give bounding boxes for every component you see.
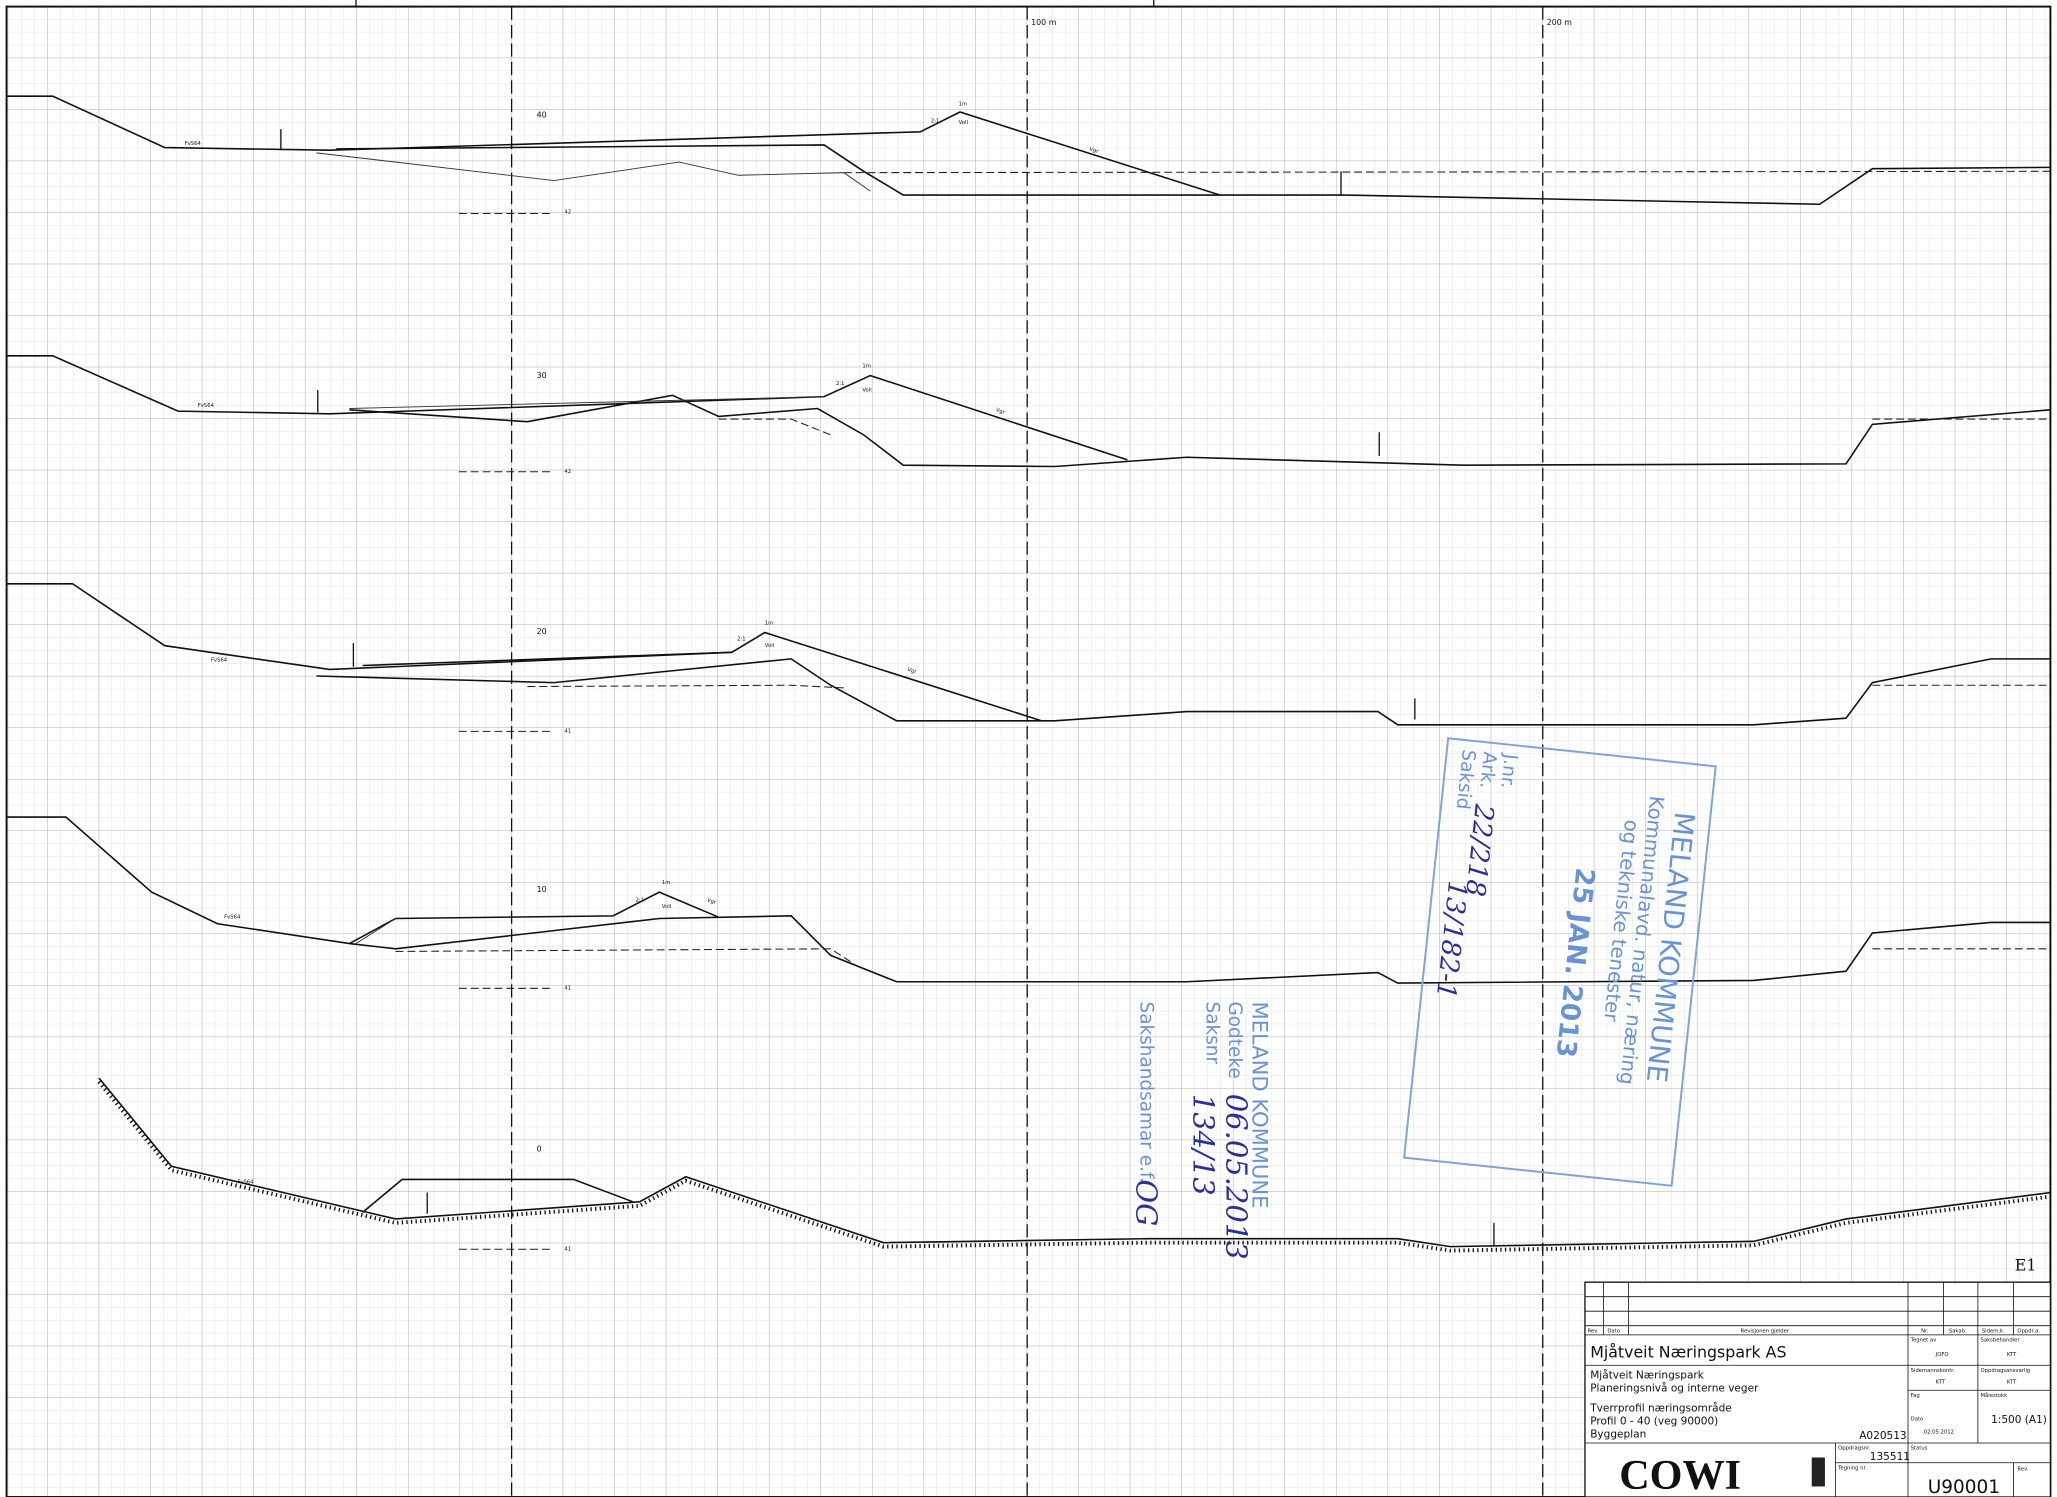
annotation: 2:1 — [836, 381, 844, 387]
tb-value: 02.05.2012 — [1924, 1430, 1954, 1436]
profile-label: 40 — [537, 110, 547, 119]
tb-value: JOFO — [1935, 1352, 1949, 1358]
profile: 10 41 1m 2:1 Voll Vgr FvS64 — [6, 816, 2051, 992]
tb-drawing: Tverrprofil næringsområde — [1589, 1401, 1732, 1414]
annotation: 2:1 — [737, 636, 745, 642]
level-label: 42 — [564, 469, 571, 475]
tb-header: Nr. — [1921, 1328, 1929, 1334]
annotation: 2:1 — [636, 897, 644, 903]
tb-header: Sidem.k. — [1982, 1328, 2005, 1334]
tb-value: 1:500 (A1) — [1991, 1414, 2047, 1426]
stamp-text: Saksnr — [1202, 1002, 1223, 1065]
chainage-label: 200 m — [1547, 18, 1573, 27]
handwriting: 06.05.2013 — [1219, 1094, 1253, 1260]
tb-label: Tegning nr. — [1837, 1465, 1867, 1471]
annotation: Voll — [765, 643, 774, 649]
tb-value: KTT — [2007, 1352, 2017, 1358]
annotation: Vgr — [1089, 146, 1100, 155]
tb-value: KTT — [2007, 1380, 2017, 1386]
tb-header: Dato — [1607, 1328, 1620, 1334]
frame — [5, 5, 2052, 1497]
annotation: 1m — [959, 101, 967, 107]
tb-label: Sidemannskontr. — [1911, 1368, 1955, 1374]
annotation: Voll — [662, 904, 671, 910]
tb-header: Sakab. — [1949, 1328, 1967, 1334]
tb-client: Mjåtveit Næringspark AS — [1590, 1342, 1786, 1361]
tb-header: Rev. — [1588, 1328, 1599, 1334]
chainage-label: 100 m — [1031, 18, 1057, 27]
tb-drawing-no: U90001 — [1928, 1477, 2000, 1497]
annotation: Voll — [959, 120, 968, 126]
profile-label: 10 — [537, 885, 547, 894]
level-label: 41 — [564, 986, 571, 992]
title-block: Rev. Dato Revisjonen gjelder Nr. Sakab. … — [1584, 1281, 2052, 1497]
profile-label: 0 — [537, 1145, 542, 1154]
sheet-id: E1 — [2015, 1255, 2037, 1274]
tb-value: KTT — [1936, 1380, 1946, 1386]
frame-ticks — [355, 0, 1155, 7]
tb-label: Tegnet av — [1910, 1338, 1937, 1344]
tb-label: Rev. — [2017, 1467, 2028, 1473]
handwriting: OG — [1130, 1179, 1164, 1226]
profile-label: 20 — [537, 627, 547, 636]
annotation: 1m — [662, 880, 670, 886]
handwriting: 134/13 — [1186, 1094, 1220, 1196]
stamp-text: J.nr. — [1496, 752, 1521, 790]
annotation: 2:1 — [931, 119, 939, 125]
stamp-text: Sakshandsamar e.f. — [1136, 1002, 1157, 1183]
profile: 20 41 1m 2:1 Voll Vgr FvS64 — [6, 582, 2051, 735]
tb-header: Revisjonen gjelder — [1741, 1328, 1790, 1334]
level-label: 41 — [564, 729, 571, 735]
tb-label: Målestokk — [1981, 1392, 2009, 1399]
annotation: Vgr — [706, 898, 717, 907]
profile: 0 41 FvS64 — [97, 1077, 2051, 1253]
tb-drawing: Byggeplan — [1590, 1429, 1646, 1441]
tb-label: Oppdragsnr. — [1838, 1446, 1871, 1452]
profile-label: 30 — [537, 371, 547, 380]
road-label: FvS64 — [224, 914, 241, 920]
logo-mark — [1811, 1457, 1825, 1487]
annotation: 1m — [765, 621, 773, 627]
annotation: Voll — [862, 387, 871, 393]
tb-label: Saksbehandler — [1981, 1338, 2021, 1344]
level-label: 42 — [564, 209, 571, 215]
grid-coarse — [6, 6, 2051, 1497]
tb-label: Fag — [1911, 1393, 1920, 1399]
annotation: Vgr — [995, 407, 1006, 416]
road-label: FvS64 — [185, 141, 202, 147]
stamp-text: Godteke — [1224, 1002, 1245, 1079]
profile: 30 42 1m 2:1 Voll Vgr FvS64 — [6, 355, 2051, 475]
tb-value: 135511 — [1870, 1451, 1910, 1463]
road-label: FvS64 — [237, 1179, 254, 1185]
tb-ref: A020513 — [1859, 1430, 1906, 1442]
tb-header: Oppdr.a. — [2017, 1328, 2040, 1334]
tb-drawing: Profil 0 - 40 (veg 90000) — [1590, 1416, 1718, 1428]
road-label: FvS64 — [198, 403, 215, 409]
tb-project: Mjåtveit Næringspark — [1590, 1368, 1705, 1381]
tb-label: Status — [1911, 1446, 1928, 1452]
profile: 40 42 1m 2:1 Voll Vgr FvS64 — [6, 95, 2051, 215]
annotation: Vgr — [907, 667, 918, 676]
tb-label: Oppdragsansvarlig — [1981, 1368, 2031, 1374]
tb-label: Dato — [1911, 1417, 1924, 1423]
annotation: 1m — [862, 364, 870, 370]
tb-project: Planeringsnivå og interne veger — [1590, 1382, 1759, 1395]
tb-company: COWI — [1619, 1452, 1741, 1497]
level-label: 41 — [564, 1247, 571, 1253]
stamp-text: MELAND KOMMUNE — [1248, 1002, 1273, 1209]
road-label: FvS64 — [211, 658, 228, 664]
stamp-text: Ark. — [1475, 751, 1500, 790]
stamp: MELAND KOMMUNE Godteke Saksnr Sakshandsa… — [1130, 1002, 1273, 1260]
